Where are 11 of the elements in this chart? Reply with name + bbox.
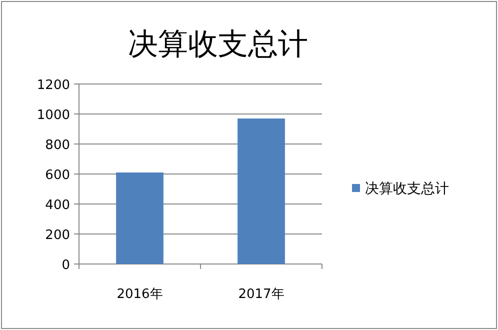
x-tick-label: 2016年 [116,287,163,302]
y-tick-label: 800 [45,138,70,153]
y-tick-label: 600 [45,168,70,183]
y-tick-label: 1200 [36,78,70,93]
y-tick-label: 0 [62,258,70,273]
y-tick-label: 400 [45,198,70,213]
chart-title: 决算收支总计 [128,27,308,62]
legend-label: 决算收支总计 [365,181,449,197]
y-tick-label: 200 [45,228,70,243]
y-tick-label: 1000 [36,108,70,123]
x-tick-label: 2017年 [238,287,284,302]
